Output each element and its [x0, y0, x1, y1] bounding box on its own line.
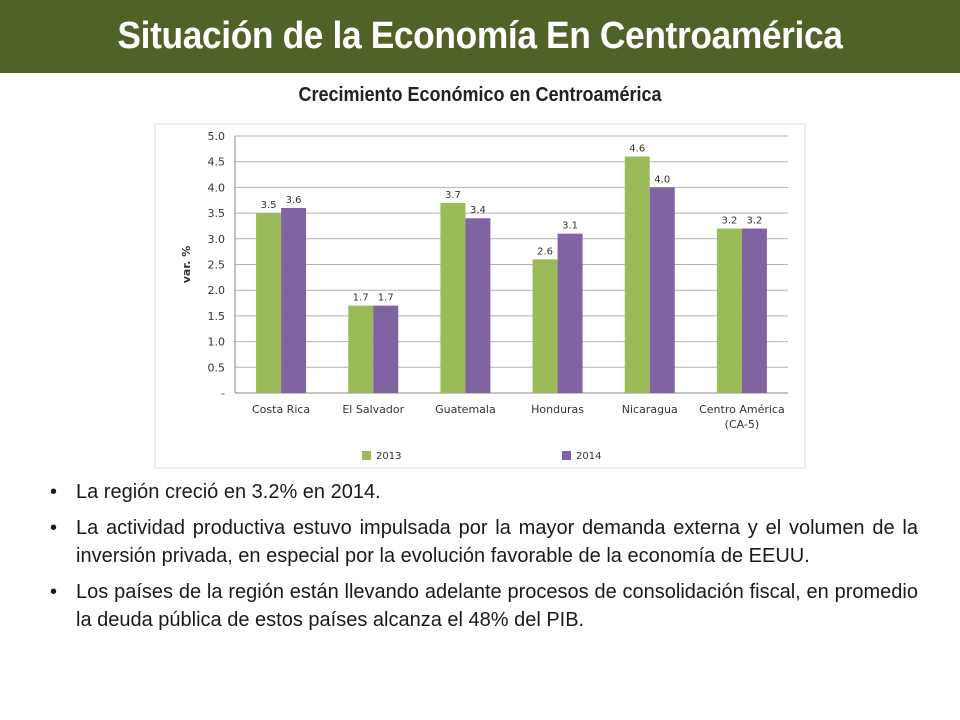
bar-2014 — [741, 228, 767, 393]
bar-2013 — [256, 213, 282, 393]
bar-chart: - 0.5 1.0 1.5 2.0 2.5 3.0 3.5 4.0 4.5 5.0 var. % 3.5… — [154, 123, 806, 469]
y-tick-label: 2.5 — [208, 259, 226, 272]
y-tick-label: 5.0 — [208, 130, 226, 143]
x-tick-label: Costa Rica — [252, 403, 310, 416]
y-tick-label: 1.0 — [208, 336, 226, 349]
bullet-dot: • — [50, 481, 58, 503]
y-tick-label: 1.5 — [208, 310, 226, 323]
title-bar — [0, 0, 960, 73]
data-label: 4.0 — [654, 174, 670, 185]
y-tick-label: 2.0 — [208, 284, 226, 297]
legend-swatch — [562, 451, 571, 460]
y-tick-label: 4.5 — [208, 156, 226, 169]
x-tick-label: Centro América — [699, 403, 785, 416]
bar-2014 — [373, 305, 399, 393]
data-label: 2.6 — [537, 246, 553, 257]
y-tick-label: 3.5 — [208, 207, 226, 220]
legend-label: 2013 — [376, 451, 401, 462]
x-tick-label: (CA-5) — [725, 418, 760, 431]
bullet-dot: • — [50, 581, 58, 603]
bullet-list: • La región creció en 3.2% en 2014. • La a… — [50, 478, 918, 642]
data-label: 3.2 — [746, 216, 762, 227]
x-tick-label: Nicaragua — [622, 403, 678, 416]
slide-title: Situación de la Economía En Centroaméric… — [117, 15, 843, 57]
x-tick-label: El Salvador — [342, 403, 404, 416]
data-label: 4.6 — [629, 144, 645, 155]
data-label: 1.7 — [353, 293, 369, 304]
bar-2014 — [649, 187, 675, 393]
x-tick-label: Honduras — [531, 403, 584, 416]
data-label: 3.7 — [445, 190, 461, 201]
y-tick-label: 4.0 — [208, 181, 226, 194]
bar-2014 — [557, 233, 583, 393]
data-label: 3.6 — [286, 195, 302, 206]
bullet-item: • Los países de la región están llevando … — [50, 578, 918, 634]
bullet-item: • La actividad productiva estuvo impulsad… — [50, 514, 918, 570]
y-tick-label: 0.5 — [208, 361, 226, 374]
x-tick-label: Guatemala — [435, 403, 496, 416]
bar-2013 — [624, 156, 650, 393]
bullet-text: La región creció en 3.2% en 2014. — [76, 481, 381, 503]
data-label: 3.4 — [470, 205, 486, 216]
bullet-text: La actividad productiva estuvo impulsada… — [76, 517, 918, 567]
y-tick-label: 3.0 — [208, 233, 226, 246]
bar-2013 — [716, 228, 742, 393]
bullet-item: • La región creció en 3.2% en 2014. — [50, 478, 918, 506]
bullet-text: Los países de la región están llevando a… — [76, 581, 918, 631]
bar-2014 — [281, 207, 307, 393]
bar-2014 — [465, 218, 491, 393]
legend-label: 2014 — [576, 451, 601, 462]
bullet-dot: • — [50, 517, 58, 539]
legend-swatch — [362, 451, 371, 460]
data-label: 3.5 — [261, 200, 277, 211]
y-tick-label: - — [221, 387, 225, 400]
bar-2013 — [348, 305, 374, 393]
chart-title: Crecimiento Económico en Centroamérica — [298, 84, 662, 106]
data-label: 1.7 — [378, 293, 394, 304]
data-label: 3.2 — [721, 216, 737, 227]
bar-2013 — [532, 259, 558, 393]
y-axis-label: var. % — [180, 246, 193, 283]
data-label: 3.1 — [562, 221, 578, 232]
bar-2013 — [440, 202, 466, 393]
